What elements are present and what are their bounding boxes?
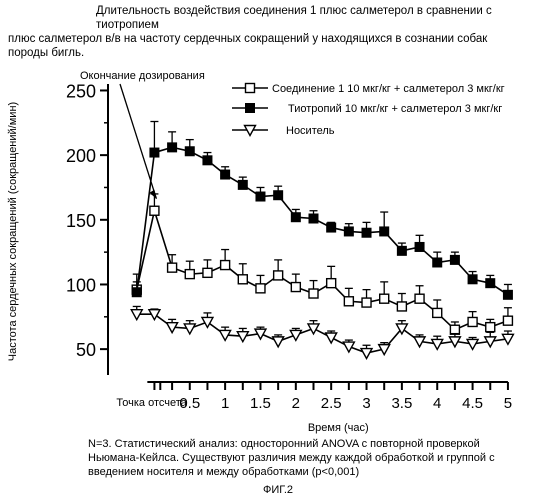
- data-point: [291, 213, 300, 222]
- annotation-arrow-line: [120, 84, 156, 199]
- note-line-2: Ньюмана-Кейлса. Существуют различия межд…: [88, 451, 528, 465]
- data-point: [503, 290, 512, 299]
- data-point: [221, 261, 230, 270]
- data-point: [238, 180, 247, 189]
- x-tick-label: 2.5: [321, 395, 342, 412]
- data-point: [327, 223, 336, 232]
- data-point: [468, 275, 477, 284]
- data-point: [221, 170, 230, 179]
- data-point: [309, 289, 318, 298]
- legend-label: Соединение 1 10 мкг/кг + салметерол 3 мк…: [272, 83, 505, 95]
- data-point: [203, 268, 212, 277]
- x-tick-label: 3.5: [391, 395, 412, 412]
- data-point: [291, 283, 300, 292]
- data-point: [168, 263, 177, 272]
- data-point: [327, 279, 336, 288]
- data-point: [202, 317, 213, 327]
- legend-label: Носитель: [286, 125, 335, 137]
- data-point: [380, 294, 389, 303]
- y-tick-label: 150: [66, 211, 96, 231]
- data-point: [150, 206, 159, 215]
- data-point: [326, 333, 337, 343]
- data-point: [503, 316, 512, 325]
- x-tick-label: 5: [504, 395, 512, 412]
- legend-marker: [246, 84, 255, 93]
- data-point: [344, 297, 353, 306]
- data-point: [433, 308, 442, 317]
- x-tick-label: Точка отсчета: [116, 397, 187, 409]
- data-point: [415, 294, 424, 303]
- data-point: [344, 227, 353, 236]
- data-point: [185, 270, 194, 279]
- y-tick-label: 200: [66, 146, 96, 166]
- data-point: [274, 191, 283, 200]
- data-point: [361, 349, 372, 359]
- x-tick-label: 1.5: [250, 395, 271, 412]
- data-point: [256, 284, 265, 293]
- x-tick-label: 2: [292, 395, 300, 412]
- data-point: [467, 339, 478, 349]
- data-point: [238, 275, 247, 284]
- data-point: [290, 330, 301, 340]
- data-point: [185, 147, 194, 156]
- x-tick-label: 0.5: [179, 395, 200, 412]
- data-point: [308, 324, 319, 334]
- data-point: [273, 337, 284, 347]
- x-tick-label: 4: [433, 395, 441, 412]
- data-point: [432, 339, 443, 349]
- figure-label: ФИГ.2: [0, 484, 556, 496]
- x-axis-label: Время (час): [308, 422, 369, 434]
- legend-marker: [246, 104, 255, 113]
- y-axis-label: Частота сердечных сокращений (сокращений…: [7, 102, 19, 361]
- data-point: [486, 279, 495, 288]
- y-tick-label: 50: [76, 340, 96, 360]
- data-point: [343, 342, 354, 352]
- data-point: [274, 271, 283, 280]
- x-tick-label: 1: [221, 395, 229, 412]
- data-point: [397, 302, 406, 311]
- data-point: [415, 242, 424, 251]
- data-point: [309, 214, 318, 223]
- y-tick-label: 100: [66, 275, 96, 295]
- data-point: [256, 192, 265, 201]
- data-point: [362, 228, 371, 237]
- data-point: [468, 317, 477, 326]
- y-tick-label: 250: [66, 81, 96, 101]
- data-point: [450, 325, 459, 334]
- x-tick-label: 3: [362, 395, 370, 412]
- note-line-3: введением носителя и между обработками (…: [88, 465, 528, 479]
- data-point: [203, 156, 212, 165]
- data-point: [433, 258, 442, 267]
- data-point: [132, 288, 141, 297]
- data-point: [450, 255, 459, 264]
- data-point: [380, 227, 389, 236]
- statistics-note: N=3. Статистический анализ: односторонни…: [88, 437, 528, 479]
- x-tick-label: 4.5: [462, 395, 483, 412]
- data-point: [397, 246, 406, 255]
- data-point: [362, 298, 371, 307]
- data-point: [168, 143, 177, 152]
- dosing-end-annotation: Окончание дозирования: [80, 70, 205, 82]
- data-point: [486, 323, 495, 332]
- note-line-1: N=3. Статистический анализ: односторонни…: [88, 437, 528, 451]
- data-point: [150, 148, 159, 157]
- legend-label: Тиотропий 10 мкг/кг + салметерол 3 мкг/к…: [288, 103, 502, 115]
